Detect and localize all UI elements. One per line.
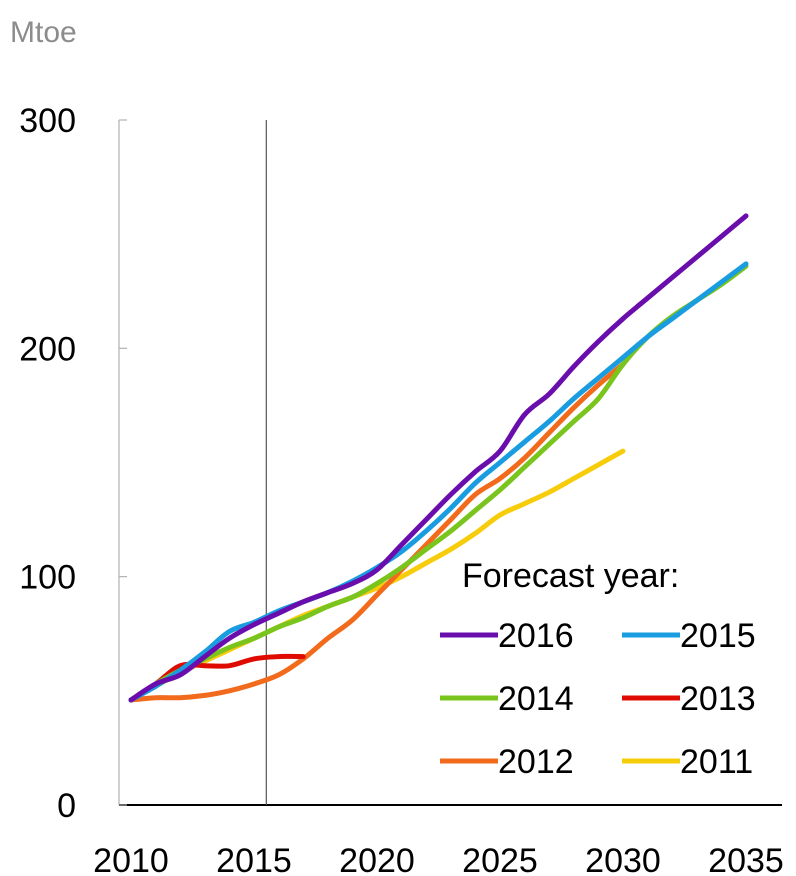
- y-tick-label: 200: [19, 330, 76, 368]
- y-tick-label: 100: [19, 559, 76, 597]
- y-unit-label: Mtoe: [10, 16, 77, 49]
- x-tick-label: 2025: [462, 842, 538, 876]
- y-tick-label: 0: [57, 787, 76, 825]
- series-line-2016: [128, 213, 749, 703]
- series-line-2015: [128, 261, 749, 703]
- y-tick-label: 300: [19, 102, 76, 140]
- x-tick-label: 2015: [216, 842, 292, 876]
- legend-label-2012: 2012: [498, 743, 574, 781]
- legend-label-2014: 2014: [498, 680, 574, 718]
- series-group: [128, 213, 749, 703]
- series-line-2012: [128, 361, 626, 703]
- legend-label-2016: 2016: [498, 617, 574, 655]
- axes: 0 100 200 300 2010 2015 2020 2025 2030 2035: [19, 102, 784, 876]
- legend-label-2013: 2013: [680, 680, 756, 718]
- legend-label-2011: 2011: [680, 743, 753, 781]
- x-tick-label: 2035: [708, 842, 784, 876]
- legend: 2016 2015 2014 2013 2012 2011: [440, 617, 756, 781]
- legend-label-2015: 2015: [680, 617, 756, 655]
- legend-title: Forecast year:: [462, 557, 679, 595]
- x-tick-label: 2030: [585, 842, 661, 876]
- x-tick-label: 2010: [93, 842, 169, 876]
- x-tick-label: 2020: [339, 842, 415, 876]
